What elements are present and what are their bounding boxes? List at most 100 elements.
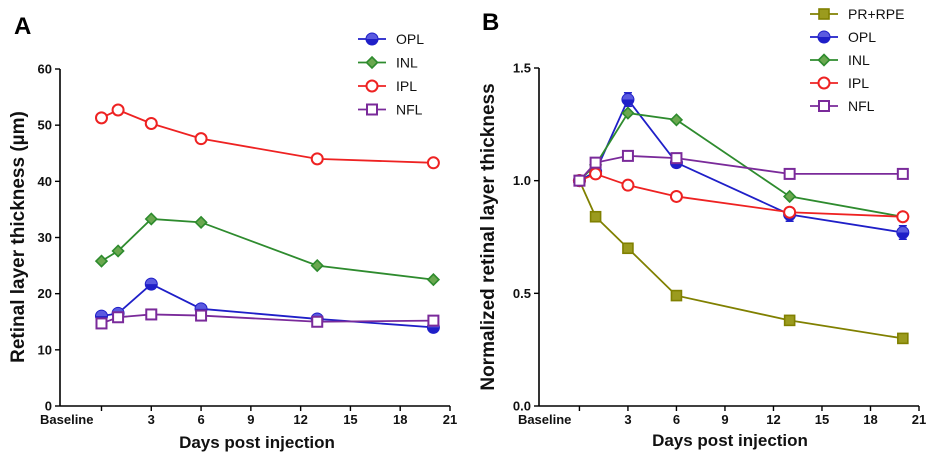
series-ipl [94, 103, 440, 170]
x-tick-label: 18 [863, 412, 877, 427]
series-nfl-point [427, 314, 440, 327]
x-axis-title: Days post injection [179, 433, 335, 452]
legend-marker-inl [817, 53, 831, 67]
y-tick-label: 0.0 [513, 399, 531, 414]
legend-label: IPL [848, 75, 869, 91]
series-pr-rpe-point [670, 289, 683, 302]
series-opl-point-shade [897, 226, 909, 233]
legend-label: OPL [848, 29, 876, 45]
legend: PR+RPE OPL INL IPL NFL [810, 6, 904, 114]
x-tick-label: 15 [343, 412, 357, 427]
legend-marker-ipl [365, 79, 379, 93]
series-inl-point [621, 106, 635, 120]
series-nfl-point [195, 309, 208, 322]
series-nfl-point [112, 311, 125, 324]
legend-marker-nfl [818, 100, 830, 112]
series-inl-point [783, 189, 797, 204]
series-nfl-point [589, 156, 602, 169]
panel-letter: B [482, 9, 499, 36]
x-tick-label-baseline: Baseline [518, 412, 571, 427]
series-inl-point [94, 254, 109, 268]
series-inl-point [194, 215, 208, 229]
series-pr-rpe-point [897, 332, 909, 345]
y-tick-label: 30 [38, 230, 52, 245]
y-tick-label: 0.5 [513, 286, 531, 301]
legend-marker-opl-shade [818, 31, 830, 37]
series-opl-point-shade [145, 278, 157, 285]
series-ipl-point [111, 103, 125, 117]
series-pr-rpe-point [622, 242, 634, 255]
series-inl-point [144, 212, 158, 226]
y-axis-title: Retinal layer thickness (µm) [8, 111, 29, 363]
x-tick-label: 18 [393, 412, 407, 427]
series-opl [94, 277, 440, 334]
series-nfl [95, 308, 440, 330]
x-tick-label: 21 [443, 412, 457, 427]
series-opl-point-shade [195, 303, 207, 309]
legend-marker-opl-shade [366, 33, 378, 39]
y-tick-label: 60 [38, 62, 52, 77]
x-tick-label: 12 [766, 412, 780, 427]
series-ipl-point [621, 178, 635, 192]
x-tick-label: 3 [148, 412, 155, 427]
series-nfl-point [95, 317, 108, 330]
y-tick-label: 50 [38, 118, 52, 133]
series-pr-rpe-line [578, 180, 903, 340]
panel-B: B 0.0 0.5 1.0 1.5 Baseline 3 6 9 12 15 18 21 Days pos… [478, 6, 926, 450]
legend-label: NFL [396, 102, 423, 118]
series-nfl-point [573, 174, 586, 187]
series-ipl-point [194, 132, 208, 146]
series-ipl-point [426, 156, 440, 170]
legend-marker-ipl [817, 76, 831, 90]
series-pr-rpe-point [783, 314, 796, 327]
series-pr-rpe [573, 174, 909, 345]
y-axis-title: Normalized retinal layer thickness [478, 83, 499, 390]
panel-A: A 0 10 20 30 40 50 60 Baseline 3 6 9 12 15 18 21 Days po… [8, 13, 457, 452]
series-nfl-point [145, 308, 158, 321]
legend-label: IPL [396, 78, 417, 94]
series-inl-line [101, 218, 434, 281]
series-nfl-point [896, 167, 909, 180]
x-tick-label: 6 [673, 412, 680, 427]
series-ipl-point [783, 205, 797, 219]
series-opl-point-shade [622, 94, 634, 100]
series-nfl-point [783, 167, 796, 180]
series-nfl-point [670, 152, 683, 165]
series-inl [94, 212, 441, 287]
y-tick-label: 40 [38, 174, 52, 189]
legend-marker-pr-rpe [818, 8, 830, 20]
series-inl-point [669, 113, 684, 127]
series-inl-point [426, 272, 441, 287]
x-tick-label: 9 [721, 412, 728, 427]
series-inl-point [310, 258, 324, 273]
legend-label: INL [848, 52, 870, 68]
y-tick-label: 1.0 [513, 173, 531, 188]
series-ipl [572, 167, 910, 224]
x-tick-label: 12 [293, 412, 307, 427]
series-ipl-point [144, 116, 158, 130]
panel-letter: A [14, 13, 31, 40]
legend-label: OPL [396, 31, 424, 47]
series-ipl-point [896, 210, 910, 224]
series-nfl [573, 149, 909, 187]
y-tick-label: 1.5 [513, 61, 531, 76]
legend-label: PR+RPE [848, 6, 904, 22]
x-tick-label: 3 [624, 412, 631, 427]
x-axis-title: Days post injection [652, 431, 808, 450]
legend-marker-nfl [366, 103, 378, 116]
series-pr-rpe-point [589, 210, 602, 223]
series-inl-line [578, 112, 903, 218]
x-tick-label-baseline: Baseline [40, 412, 93, 427]
series-nfl-point [311, 315, 324, 328]
series-ipl-point [94, 111, 108, 125]
x-tick-label: 21 [912, 412, 926, 427]
x-tick-label: 9 [247, 412, 254, 427]
series-ipl-point [589, 167, 603, 181]
series-opl-point-shade [95, 310, 107, 317]
series-inl-point [111, 244, 125, 258]
x-tick-label: 6 [197, 412, 204, 427]
series-ipl-point [310, 152, 324, 166]
y-tick-label: 10 [38, 342, 52, 357]
y-tick-label: 20 [38, 286, 52, 301]
